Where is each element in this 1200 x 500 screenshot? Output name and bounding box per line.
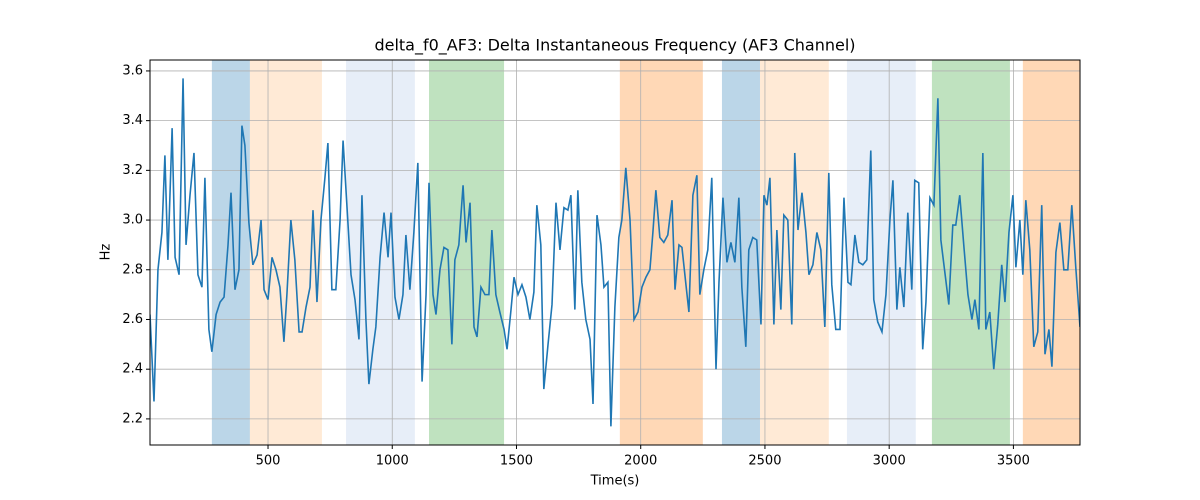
shaded-span [846, 60, 916, 445]
x-axis-label: Time(s) [590, 474, 640, 489]
y-tick-label: 2.2 [122, 411, 143, 426]
y-tick-label: 2.8 [122, 262, 143, 277]
x-tick-label: 1000 [376, 454, 409, 469]
shaded-span [931, 60, 1010, 445]
x-tick-label: 3500 [997, 454, 1030, 469]
shaded-span [1022, 60, 1080, 445]
y-tick-label: 2.6 [122, 312, 143, 327]
chart-title: delta_f0_AF3: Delta Instantaneous Freque… [374, 36, 855, 56]
x-tick-label: 1500 [500, 454, 533, 469]
x-tick-label: 3000 [873, 454, 906, 469]
data-line [150, 78, 1080, 427]
shaded-span [619, 60, 703, 445]
y-axis-label: Hz [99, 244, 114, 261]
x-tick-label: 2500 [748, 454, 781, 469]
x-tick-label: 500 [256, 454, 281, 469]
x-tick-label: 2000 [624, 454, 657, 469]
shaded-span [211, 60, 250, 445]
shaded-span [759, 60, 829, 445]
y-tick-label: 3.0 [122, 213, 143, 228]
y-tick-label: 3.4 [122, 113, 143, 128]
y-tick-label: 3.6 [122, 63, 143, 78]
y-tick-label: 3.2 [122, 163, 143, 178]
y-tick-label: 2.4 [122, 362, 143, 377]
plot-frame [149, 59, 1081, 446]
